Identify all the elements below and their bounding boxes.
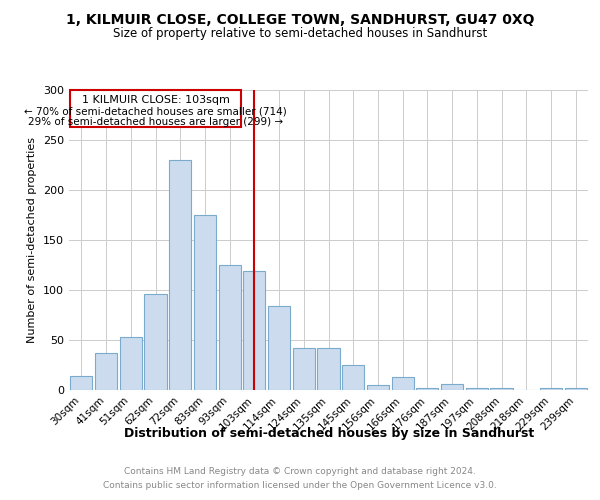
- Text: 1, KILMUIR CLOSE, COLLEGE TOWN, SANDHURST, GU47 0XQ: 1, KILMUIR CLOSE, COLLEGE TOWN, SANDHURS…: [66, 12, 534, 26]
- Bar: [194, 215, 216, 390]
- Bar: [145, 294, 167, 390]
- Text: 29% of semi-detached houses are larger (299) →: 29% of semi-detached houses are larger (…: [28, 117, 283, 127]
- Bar: [293, 348, 315, 390]
- Text: Contains public sector information licensed under the Open Government Licence v3: Contains public sector information licen…: [103, 481, 497, 490]
- Text: 1 KILMUIR CLOSE: 103sqm: 1 KILMUIR CLOSE: 103sqm: [82, 95, 229, 105]
- Bar: [416, 388, 439, 390]
- Bar: [70, 376, 92, 390]
- Y-axis label: Number of semi-detached properties: Number of semi-detached properties: [28, 137, 37, 343]
- Text: Size of property relative to semi-detached houses in Sandhurst: Size of property relative to semi-detach…: [113, 28, 487, 40]
- Bar: [367, 385, 389, 390]
- Bar: [268, 306, 290, 390]
- Bar: [540, 388, 562, 390]
- Bar: [169, 160, 191, 390]
- Bar: [441, 384, 463, 390]
- Bar: [317, 348, 340, 390]
- Bar: [392, 377, 414, 390]
- Bar: [243, 271, 265, 390]
- Bar: [565, 388, 587, 390]
- Text: Contains HM Land Registry data © Crown copyright and database right 2024.: Contains HM Land Registry data © Crown c…: [124, 468, 476, 476]
- Bar: [119, 337, 142, 390]
- Text: Distribution of semi-detached houses by size in Sandhurst: Distribution of semi-detached houses by …: [124, 428, 534, 440]
- Bar: [95, 353, 117, 390]
- Bar: [490, 388, 512, 390]
- Bar: [342, 365, 364, 390]
- Text: ← 70% of semi-detached houses are smaller (714): ← 70% of semi-detached houses are smalle…: [24, 106, 287, 116]
- Bar: [218, 265, 241, 390]
- Bar: [466, 388, 488, 390]
- Bar: [70, 90, 241, 127]
